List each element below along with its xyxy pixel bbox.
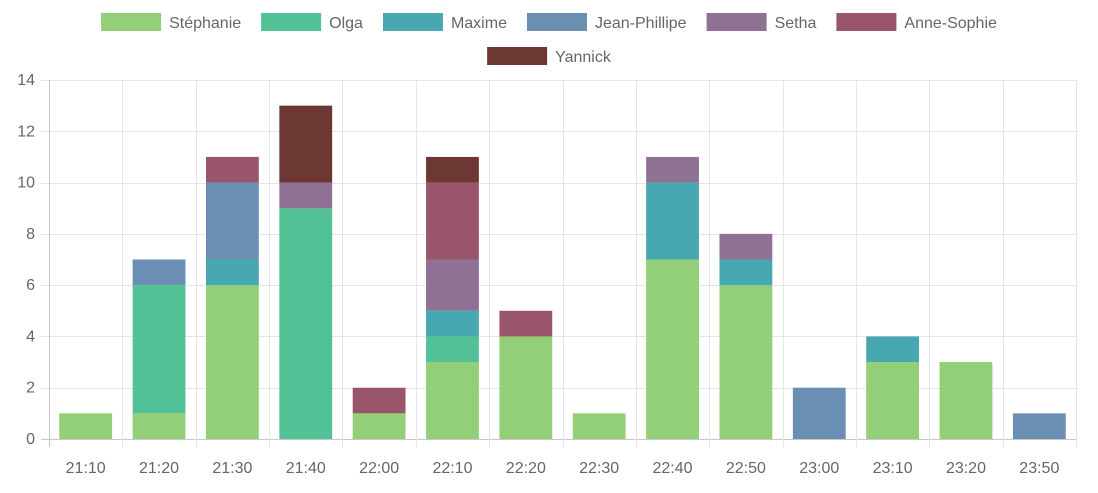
legend-swatch: [836, 13, 897, 31]
bar-segment[interactable]: [792, 387, 846, 439]
legend-swatch: [526, 13, 587, 31]
y-tick-label: 8: [26, 226, 35, 243]
bar-segment[interactable]: [572, 413, 626, 439]
bar-segment[interactable]: [279, 182, 333, 209]
x-tick-label: 22:30: [579, 460, 619, 477]
bar-segment[interactable]: [132, 413, 186, 439]
x-tick-label: 23:50: [1019, 460, 1059, 477]
legend-label: Jean-Phillipe: [595, 15, 687, 32]
legend-label: Olga: [329, 15, 363, 32]
bar-segment[interactable]: [426, 362, 479, 439]
gridlines: [41, 80, 1077, 447]
bar-segment[interactable]: [646, 182, 699, 260]
legend-item[interactable]: Jean-Phillipe: [526, 13, 687, 32]
legend-item[interactable]: Olga: [261, 13, 363, 32]
bar-segment[interactable]: [866, 362, 920, 439]
x-tick-label: 21:10: [66, 460, 106, 477]
bar-segment[interactable]: [719, 285, 773, 439]
bars: [59, 105, 1066, 440]
bar-segment[interactable]: [719, 233, 773, 260]
legend-item[interactable]: Maxime: [382, 13, 507, 32]
bar-segment[interactable]: [205, 285, 259, 439]
bar-segment[interactable]: [279, 105, 333, 183]
legend-label: Yannick: [555, 49, 612, 66]
bar-segment[interactable]: [205, 156, 259, 183]
y-tick-label: 14: [17, 72, 35, 89]
x-tick-label: 21:40: [286, 460, 326, 477]
bar-segment[interactable]: [646, 259, 699, 440]
bar-segment[interactable]: [132, 285, 186, 414]
bar-segment[interactable]: [352, 387, 406, 414]
legend-label: Stéphanie: [169, 15, 241, 32]
x-tick-label: 21:30: [212, 460, 252, 477]
x-tick-label: 23:00: [799, 460, 839, 477]
bar-segment[interactable]: [426, 156, 479, 183]
bar-segment[interactable]: [426, 336, 479, 363]
x-tick-label: 23:10: [873, 460, 913, 477]
bar-segment[interactable]: [1012, 413, 1066, 439]
legend-item[interactable]: Yannick: [487, 47, 612, 66]
legend[interactable]: Stéphanie Olga Maxime Jean-Phillipe Setha Ann…: [101, 13, 997, 66]
bar-segment[interactable]: [426, 259, 479, 311]
x-tick-label: 22:00: [359, 460, 399, 477]
bar-segment[interactable]: [132, 259, 186, 286]
x-tick-label: 22:20: [506, 460, 546, 477]
bar-segment[interactable]: [719, 259, 773, 286]
y-tick-label: 10: [17, 175, 35, 192]
legend-item[interactable]: Stéphanie: [101, 13, 241, 32]
legend-item[interactable]: Anne-Sophie: [836, 13, 997, 32]
y-tick-label: 4: [26, 328, 35, 345]
bar-segment[interactable]: [646, 156, 699, 183]
y-tick-label: 6: [26, 277, 35, 294]
x-tick-label: 23:20: [946, 460, 986, 477]
legend-swatch: [101, 13, 162, 31]
legend-swatch: [261, 13, 322, 31]
y-tick-label: 0: [26, 431, 35, 448]
legend-label: Anne-Sophie: [904, 15, 997, 32]
bar-segment[interactable]: [426, 182, 479, 260]
x-tick-label: 22:10: [432, 460, 472, 477]
bar-segment[interactable]: [205, 182, 259, 260]
bar-segment[interactable]: [939, 362, 993, 439]
y-tick-label: 2: [26, 380, 35, 397]
legend-swatch: [487, 47, 548, 65]
x-tick-label: 21:20: [139, 460, 179, 477]
bar-segment[interactable]: [59, 413, 113, 439]
y-tick-label: 12: [17, 123, 35, 140]
bar-segment[interactable]: [499, 310, 553, 337]
legend-item[interactable]: Setha: [706, 13, 817, 32]
legend-swatch: [706, 13, 767, 31]
legend-label: Setha: [775, 15, 817, 32]
legend-label: Maxime: [451, 15, 507, 32]
axes: 0 2 4 6 8 10 12 14 21:10 21:20 21:30 21:40 22:00 22:1…: [17, 72, 1059, 477]
bar-segment[interactable]: [866, 336, 920, 363]
bar-segment[interactable]: [499, 336, 553, 439]
bar-segment[interactable]: [279, 208, 333, 439]
x-tick-label: 22:40: [653, 460, 693, 477]
legend-swatch: [382, 13, 443, 31]
bar-segment[interactable]: [352, 413, 406, 439]
bar-segment[interactable]: [426, 310, 479, 337]
bar-segment[interactable]: [205, 259, 259, 286]
x-tick-label: 22:50: [726, 460, 766, 477]
